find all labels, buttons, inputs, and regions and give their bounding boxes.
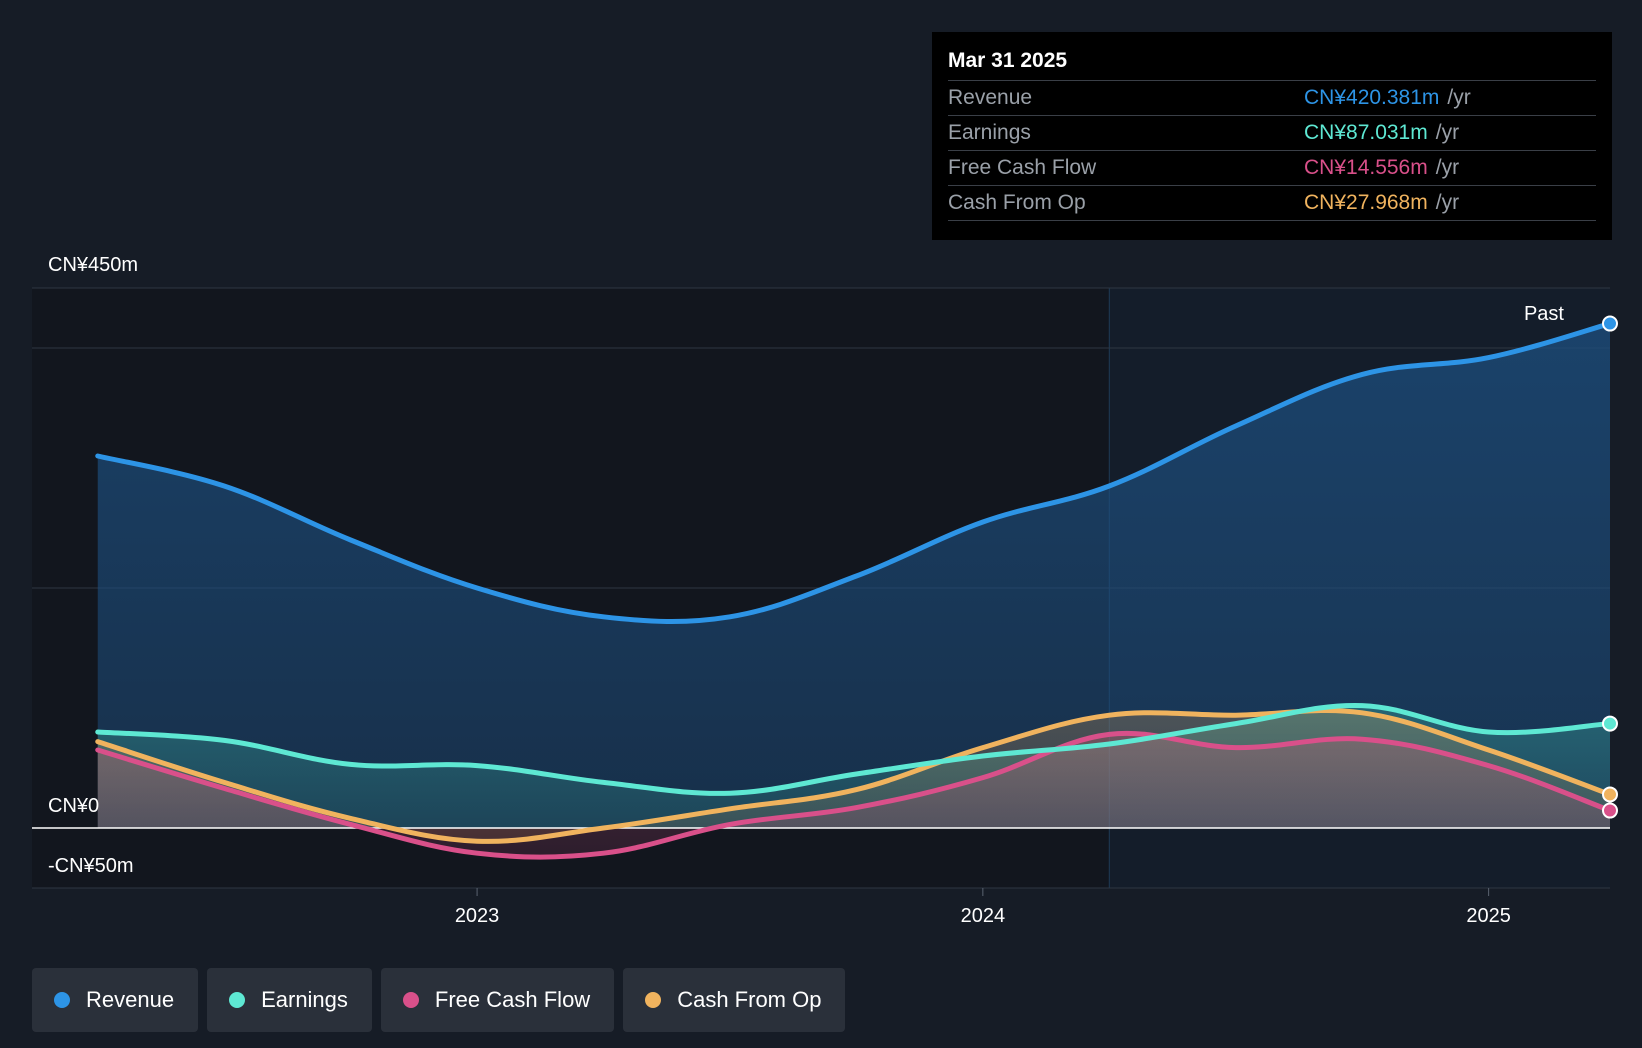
area-cash-from-op xyxy=(97,710,1610,842)
line-free-cash-flow xyxy=(95,730,1613,860)
y-label-zero: CN¥0 xyxy=(48,795,99,817)
y-label-top: CN¥450m xyxy=(48,254,138,276)
line-cash-from-op xyxy=(95,707,1613,844)
x-tick-label-2025: 2025 xyxy=(1466,905,1511,927)
tooltip-row-earnings: Earnings CN¥87.031m /yr xyxy=(948,116,1596,151)
tooltip-row-revenue: Revenue CN¥420.381m /yr xyxy=(948,81,1596,116)
tooltip-row-cash-from-op: Cash From Op CN¥27.968m /yr xyxy=(948,186,1596,221)
end-point-earnings[interactable] xyxy=(1602,715,1618,732)
area-revenue xyxy=(97,323,1610,828)
tooltip-unit: /yr xyxy=(1435,156,1460,179)
tooltip-label: Earnings xyxy=(948,121,1031,144)
tooltip-date: Mar 31 2025 xyxy=(948,46,1596,81)
tooltip-value: CN¥87.031m xyxy=(1304,121,1428,144)
tooltip-value: CN¥27.968m xyxy=(1304,191,1428,214)
legend-item-cash-from-op[interactable]: Cash From Op xyxy=(623,968,846,1032)
x-tick-label-2023: 2023 xyxy=(455,905,500,927)
legend-dot-icon xyxy=(402,992,419,1008)
legend-dot-icon xyxy=(54,992,70,1008)
legend-label: Earnings xyxy=(261,987,348,1012)
tooltip-label: Cash From Op xyxy=(948,191,1086,214)
tooltip-label: Free Cash Flow xyxy=(948,156,1097,179)
tooltip-unit: /yr xyxy=(1435,191,1460,214)
end-point-revenue[interactable] xyxy=(1602,315,1618,332)
tooltip-unit: /yr xyxy=(1447,86,1471,109)
line-revenue xyxy=(95,321,1613,624)
tooltip-value: CN¥420.381m xyxy=(1304,86,1440,109)
legend-item-revenue[interactable]: Revenue xyxy=(32,968,199,1032)
legend-item-earnings[interactable]: Earnings xyxy=(207,968,372,1032)
legend-dot-icon xyxy=(229,992,246,1008)
y-label-bottom: -CN¥50m xyxy=(48,855,134,877)
legend-dot-icon xyxy=(645,992,662,1008)
tooltip-row-free-cash-flow: Free Cash Flow CN¥14.556m /yr xyxy=(948,151,1596,186)
legend: Revenue Earnings Free Cash Flow Cash Fro… xyxy=(32,968,846,1032)
tooltip: Mar 31 2025 Revenue CN¥420.381m /yr Earn… xyxy=(932,32,1612,240)
line-earnings xyxy=(95,703,1613,796)
legend-label: Free Cash Flow xyxy=(434,987,591,1012)
end-point-cash-from-op[interactable] xyxy=(1602,786,1618,803)
tooltip-value: CN¥14.556m xyxy=(1304,156,1428,179)
legend-label: Cash From Op xyxy=(677,987,822,1012)
legend-label: Revenue xyxy=(86,987,175,1012)
tooltip-label: Revenue xyxy=(948,86,1033,109)
past-label: Past xyxy=(1524,303,1564,325)
tooltip-unit: /yr xyxy=(1435,121,1460,144)
end-point-free-cash-flow[interactable] xyxy=(1602,802,1618,819)
legend-item-free-cash-flow[interactable]: Free Cash Flow xyxy=(380,968,615,1032)
x-tick-label-2024: 2024 xyxy=(961,905,1006,927)
